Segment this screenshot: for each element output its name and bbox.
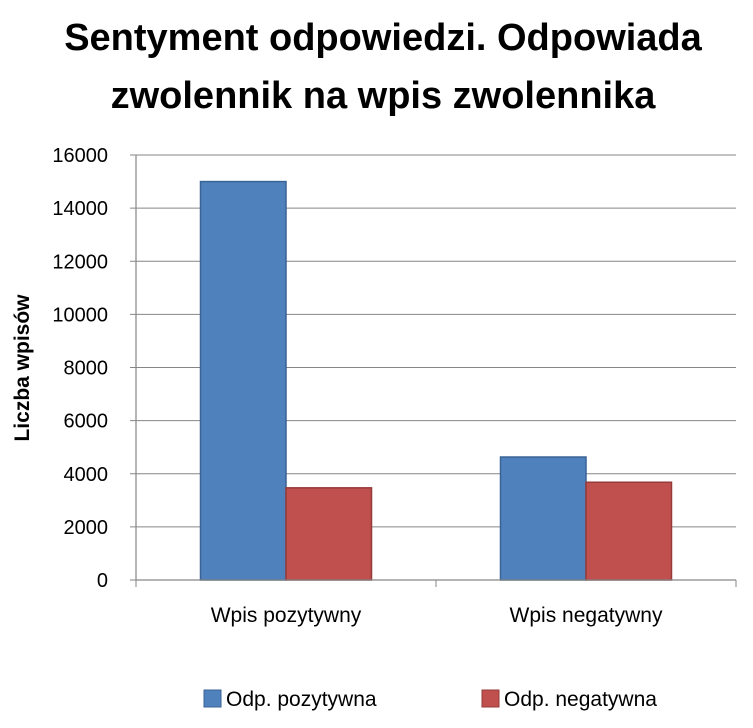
bar-odp-negatywna — [285, 487, 373, 581]
x-category-labels: Wpis pozytywny Wpis negatywny — [211, 604, 663, 627]
bars — [199, 180, 673, 581]
x-category-label: Wpis negatywny — [510, 604, 663, 627]
legend-swatch — [203, 689, 222, 708]
legend-label: Odp. pozytywna — [226, 688, 377, 711]
y-tick-label: 2000 — [64, 517, 109, 539]
bar-odp-pozytywna — [199, 180, 287, 581]
bar-odp-negatywna — [585, 481, 673, 581]
x-category-label: Wpis pozytywny — [211, 604, 362, 627]
chart-title-line-2: zwolennik na wpis zwolennika — [111, 75, 657, 117]
y-tick-label: 12000 — [52, 251, 108, 273]
y-tick-label: 4000 — [64, 464, 109, 486]
bar-odp-pozytywna — [499, 456, 587, 581]
y-tick-label: 0 — [97, 570, 108, 592]
legend: Odp. pozytywna Odp. negatywna — [203, 688, 657, 711]
y-tick-label: 6000 — [64, 411, 109, 433]
y-tick-label: 14000 — [52, 198, 108, 220]
y-tick-label: 8000 — [64, 358, 109, 380]
legend-swatch — [481, 689, 500, 708]
y-tick-labels: 0 2000 4000 6000 8000 10000 12000 14000 16000 — [52, 145, 136, 592]
legend-label: Odp. negatywna — [504, 688, 657, 711]
y-tick-label: 10000 — [52, 304, 108, 326]
y-tick-label: 16000 — [52, 145, 108, 167]
chart-title-line-1: Sentyment odpowiedzi. Odpowiada — [64, 17, 702, 59]
y-axis-label: Liczba wpisów — [11, 294, 34, 442]
